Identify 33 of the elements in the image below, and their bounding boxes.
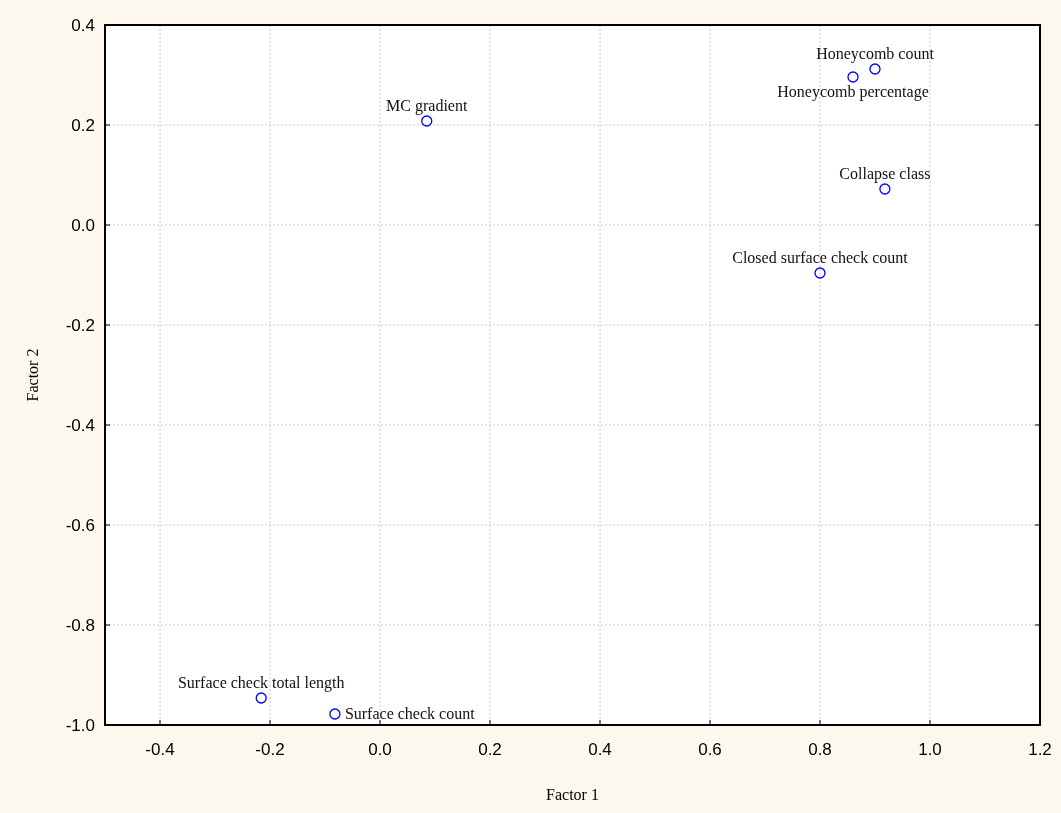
point xyxy=(879,183,891,195)
x-tick-label: 0.0 xyxy=(368,740,392,759)
point xyxy=(814,267,826,279)
y-tick-label: -0.6 xyxy=(65,516,95,535)
x-tick-label: -0.4 xyxy=(145,740,175,759)
point xyxy=(255,692,267,704)
y-tick-label: -0.8 xyxy=(65,616,95,635)
x-tick-label: 1.0 xyxy=(918,740,942,759)
y-tick-label: -0.2 xyxy=(65,316,95,335)
x-tick-label: 0.6 xyxy=(698,740,722,759)
point xyxy=(869,63,881,75)
annotation: Surface check total length xyxy=(177,674,345,692)
y-tick-label: -1.0 xyxy=(65,716,95,735)
x-axis-title: Factor 1 xyxy=(546,786,599,803)
annotation: Collapse class xyxy=(839,165,931,183)
y-axis-title: Factor 2 xyxy=(24,348,41,402)
y-tick-label: -0.4 xyxy=(65,416,95,435)
x-tick-label: 1.2 xyxy=(1028,740,1052,759)
x-tick-label: 0.4 xyxy=(588,740,612,759)
point xyxy=(421,115,433,127)
point xyxy=(847,71,859,83)
annotation: Honeycomb percentage xyxy=(777,83,929,101)
annotation: Surface check count xyxy=(344,705,476,722)
x-tick-label: 0.2 xyxy=(478,740,502,759)
annotation: MC gradient xyxy=(386,97,468,115)
y-tick-label: 0.2 xyxy=(71,116,95,135)
y-tick-label: 0.4 xyxy=(71,16,95,35)
y-tick-label: 0.0 xyxy=(71,216,95,235)
annotation: Honeycomb count xyxy=(816,45,935,63)
x-tick-label: -0.2 xyxy=(255,740,285,759)
annotation: Closed surface check count xyxy=(732,249,909,266)
point xyxy=(329,708,341,720)
x-tick-label: 0.8 xyxy=(808,740,832,759)
